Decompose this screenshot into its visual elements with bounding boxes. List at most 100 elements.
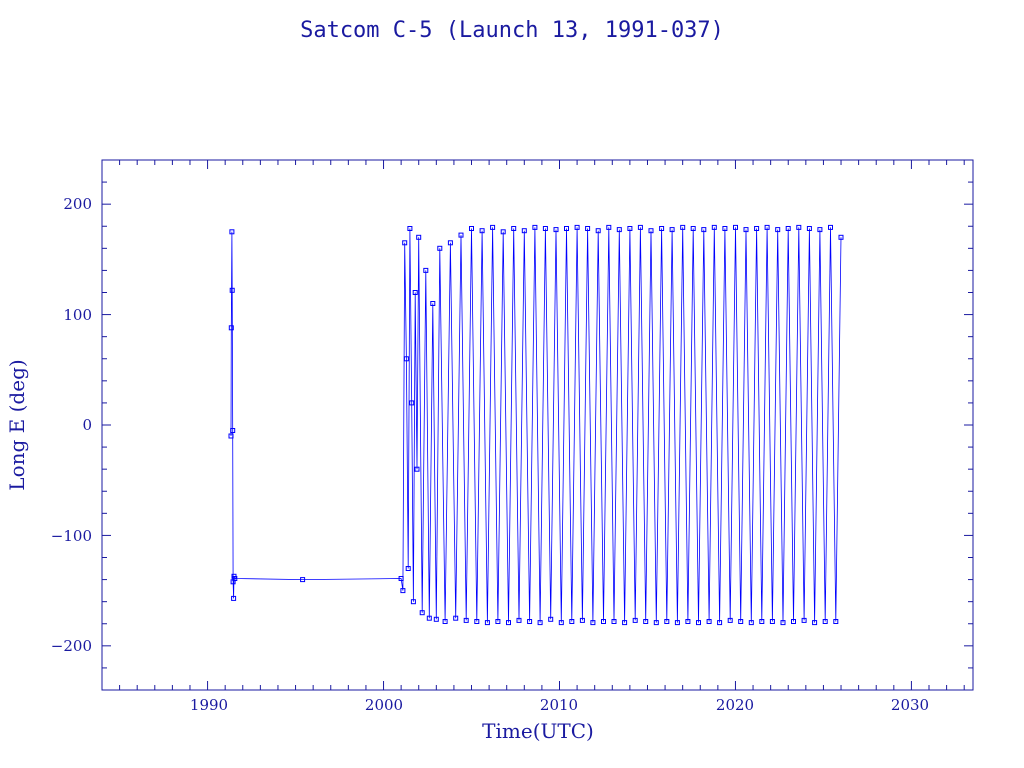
data-point [442,619,448,624]
data-point [722,226,728,231]
data-point [622,620,628,626]
data-point [701,227,707,233]
data-point [738,619,744,624]
data-point [828,224,833,230]
data-point [430,301,436,306]
data-point [632,617,638,623]
axis-ticks [102,160,973,690]
data-point [759,619,765,624]
data-point [812,620,818,626]
data-point [229,229,235,235]
data-point [733,224,738,230]
data-point [669,227,675,233]
data-point [785,226,791,231]
data-point [637,224,643,230]
data-point [300,577,306,583]
data-point [419,610,425,616]
data-point [423,267,429,273]
data-point [426,615,432,621]
data-point [822,619,828,624]
data-point [569,619,575,624]
data-point [463,617,469,623]
data-point [232,576,238,581]
data-point [484,620,490,626]
data-point [469,226,474,231]
x-tick-label-1990: 1990 [190,696,228,714]
data-point [410,599,416,605]
data-point [590,620,596,626]
data-point [402,240,408,246]
y-tick-label-0: 0 [82,416,92,434]
data-point [696,620,701,626]
x-tick-label-2020: 2020 [716,696,754,714]
data-point [230,428,236,433]
data-point [727,617,733,623]
data-point [542,226,548,231]
data-point [653,620,659,626]
data-point [664,619,670,624]
data-point [553,227,559,233]
data-point [414,466,420,472]
data-point [228,325,234,331]
y-tick-label-100: 100 [63,306,92,324]
x-tick-label-2000: 2000 [365,696,403,714]
data-point [585,226,591,231]
y-tick-label-neg200: −200 [51,637,92,655]
data-point [833,619,839,624]
data-point [579,617,585,623]
data-point [643,619,649,624]
data-point [674,620,680,626]
data-point [838,234,844,240]
data-point [690,226,696,231]
data-point [228,433,234,439]
data-point [680,224,686,230]
chart-title: Satcom C-5 (Launch 13, 1991-037) [300,18,724,43]
data-point [548,616,554,622]
data-point [500,229,506,235]
data-point [403,356,409,362]
data-point [400,588,406,594]
data-point [595,228,601,234]
data-point [495,619,501,624]
data-point [412,290,418,295]
data-point [537,620,543,626]
data-point [516,617,522,623]
data-point [229,287,235,293]
data-point [601,619,606,624]
data-point [532,224,538,230]
data-point [558,620,564,626]
x-axis-label: Time(UTC) [482,719,594,743]
data-point [521,228,527,234]
data-point [806,226,812,231]
data-point [490,224,496,230]
data-point [447,240,453,246]
data-point [407,226,413,231]
data-point [780,620,786,626]
y-tick-label-neg100: −100 [51,527,92,545]
data-point [616,227,622,233]
data-point [479,228,485,234]
data-point [433,616,439,622]
data-point [769,619,775,624]
data-point [527,619,533,624]
data-point [648,228,654,234]
data-point [409,400,415,406]
x-tick-label-2030: 2030 [891,696,929,714]
series-line-0 [230,227,842,623]
data-point [711,224,717,230]
data-point [405,566,411,571]
y-axis-label: Long E (deg) [5,359,29,490]
data-point [627,226,633,231]
data-point [231,595,237,601]
data-point [801,617,807,623]
data-point [796,224,802,230]
data-point [611,619,617,624]
data-point [606,224,612,230]
data-point [743,227,749,233]
x-tick-label-2010: 2010 [540,696,578,714]
data-point [791,619,796,624]
plot-area [228,224,844,626]
data-point [717,620,723,626]
data-point [564,226,569,231]
